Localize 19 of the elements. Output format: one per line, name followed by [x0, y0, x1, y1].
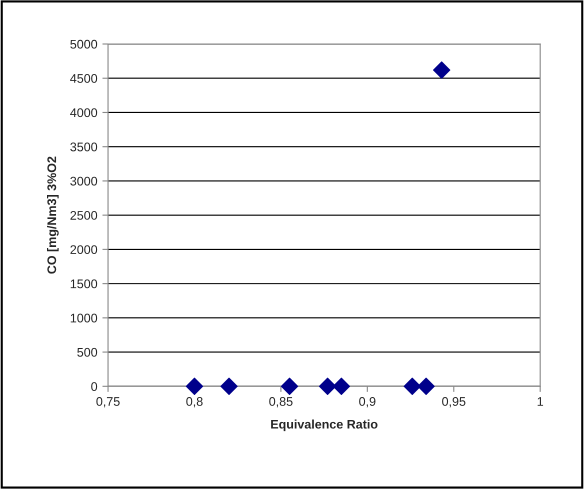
x-axis-title: Equivalence Ratio	[271, 419, 378, 432]
x-tick-label: 1	[538, 397, 544, 406]
x-tick-label: 0,75	[96, 397, 120, 408]
y-tick-label: 5000	[70, 40, 98, 49]
x-tick-label: 0,85	[269, 397, 293, 408]
y-tick-label: 4000	[70, 108, 98, 118]
x-tick-label: 0,8	[186, 397, 203, 408]
y-tick-label: 1500	[70, 279, 98, 288]
y-tick-label: 3000	[70, 176, 98, 186]
x-tick-label: 0,95	[442, 397, 466, 408]
y-tick-label: 4500	[70, 74, 98, 83]
y-tick-label: 500	[77, 348, 98, 357]
y-axis-title: CO [mg/Nm3] 3%O2	[47, 156, 59, 274]
y-tick-label: 3500	[70, 142, 98, 152]
y-tick-label: 1000	[70, 314, 98, 322]
x-tick-label: 0,9	[359, 397, 376, 408]
y-tick-label: 0	[91, 382, 98, 391]
y-tick-label: 2500	[70, 210, 98, 220]
y-tick-label: 2000	[70, 245, 98, 254]
